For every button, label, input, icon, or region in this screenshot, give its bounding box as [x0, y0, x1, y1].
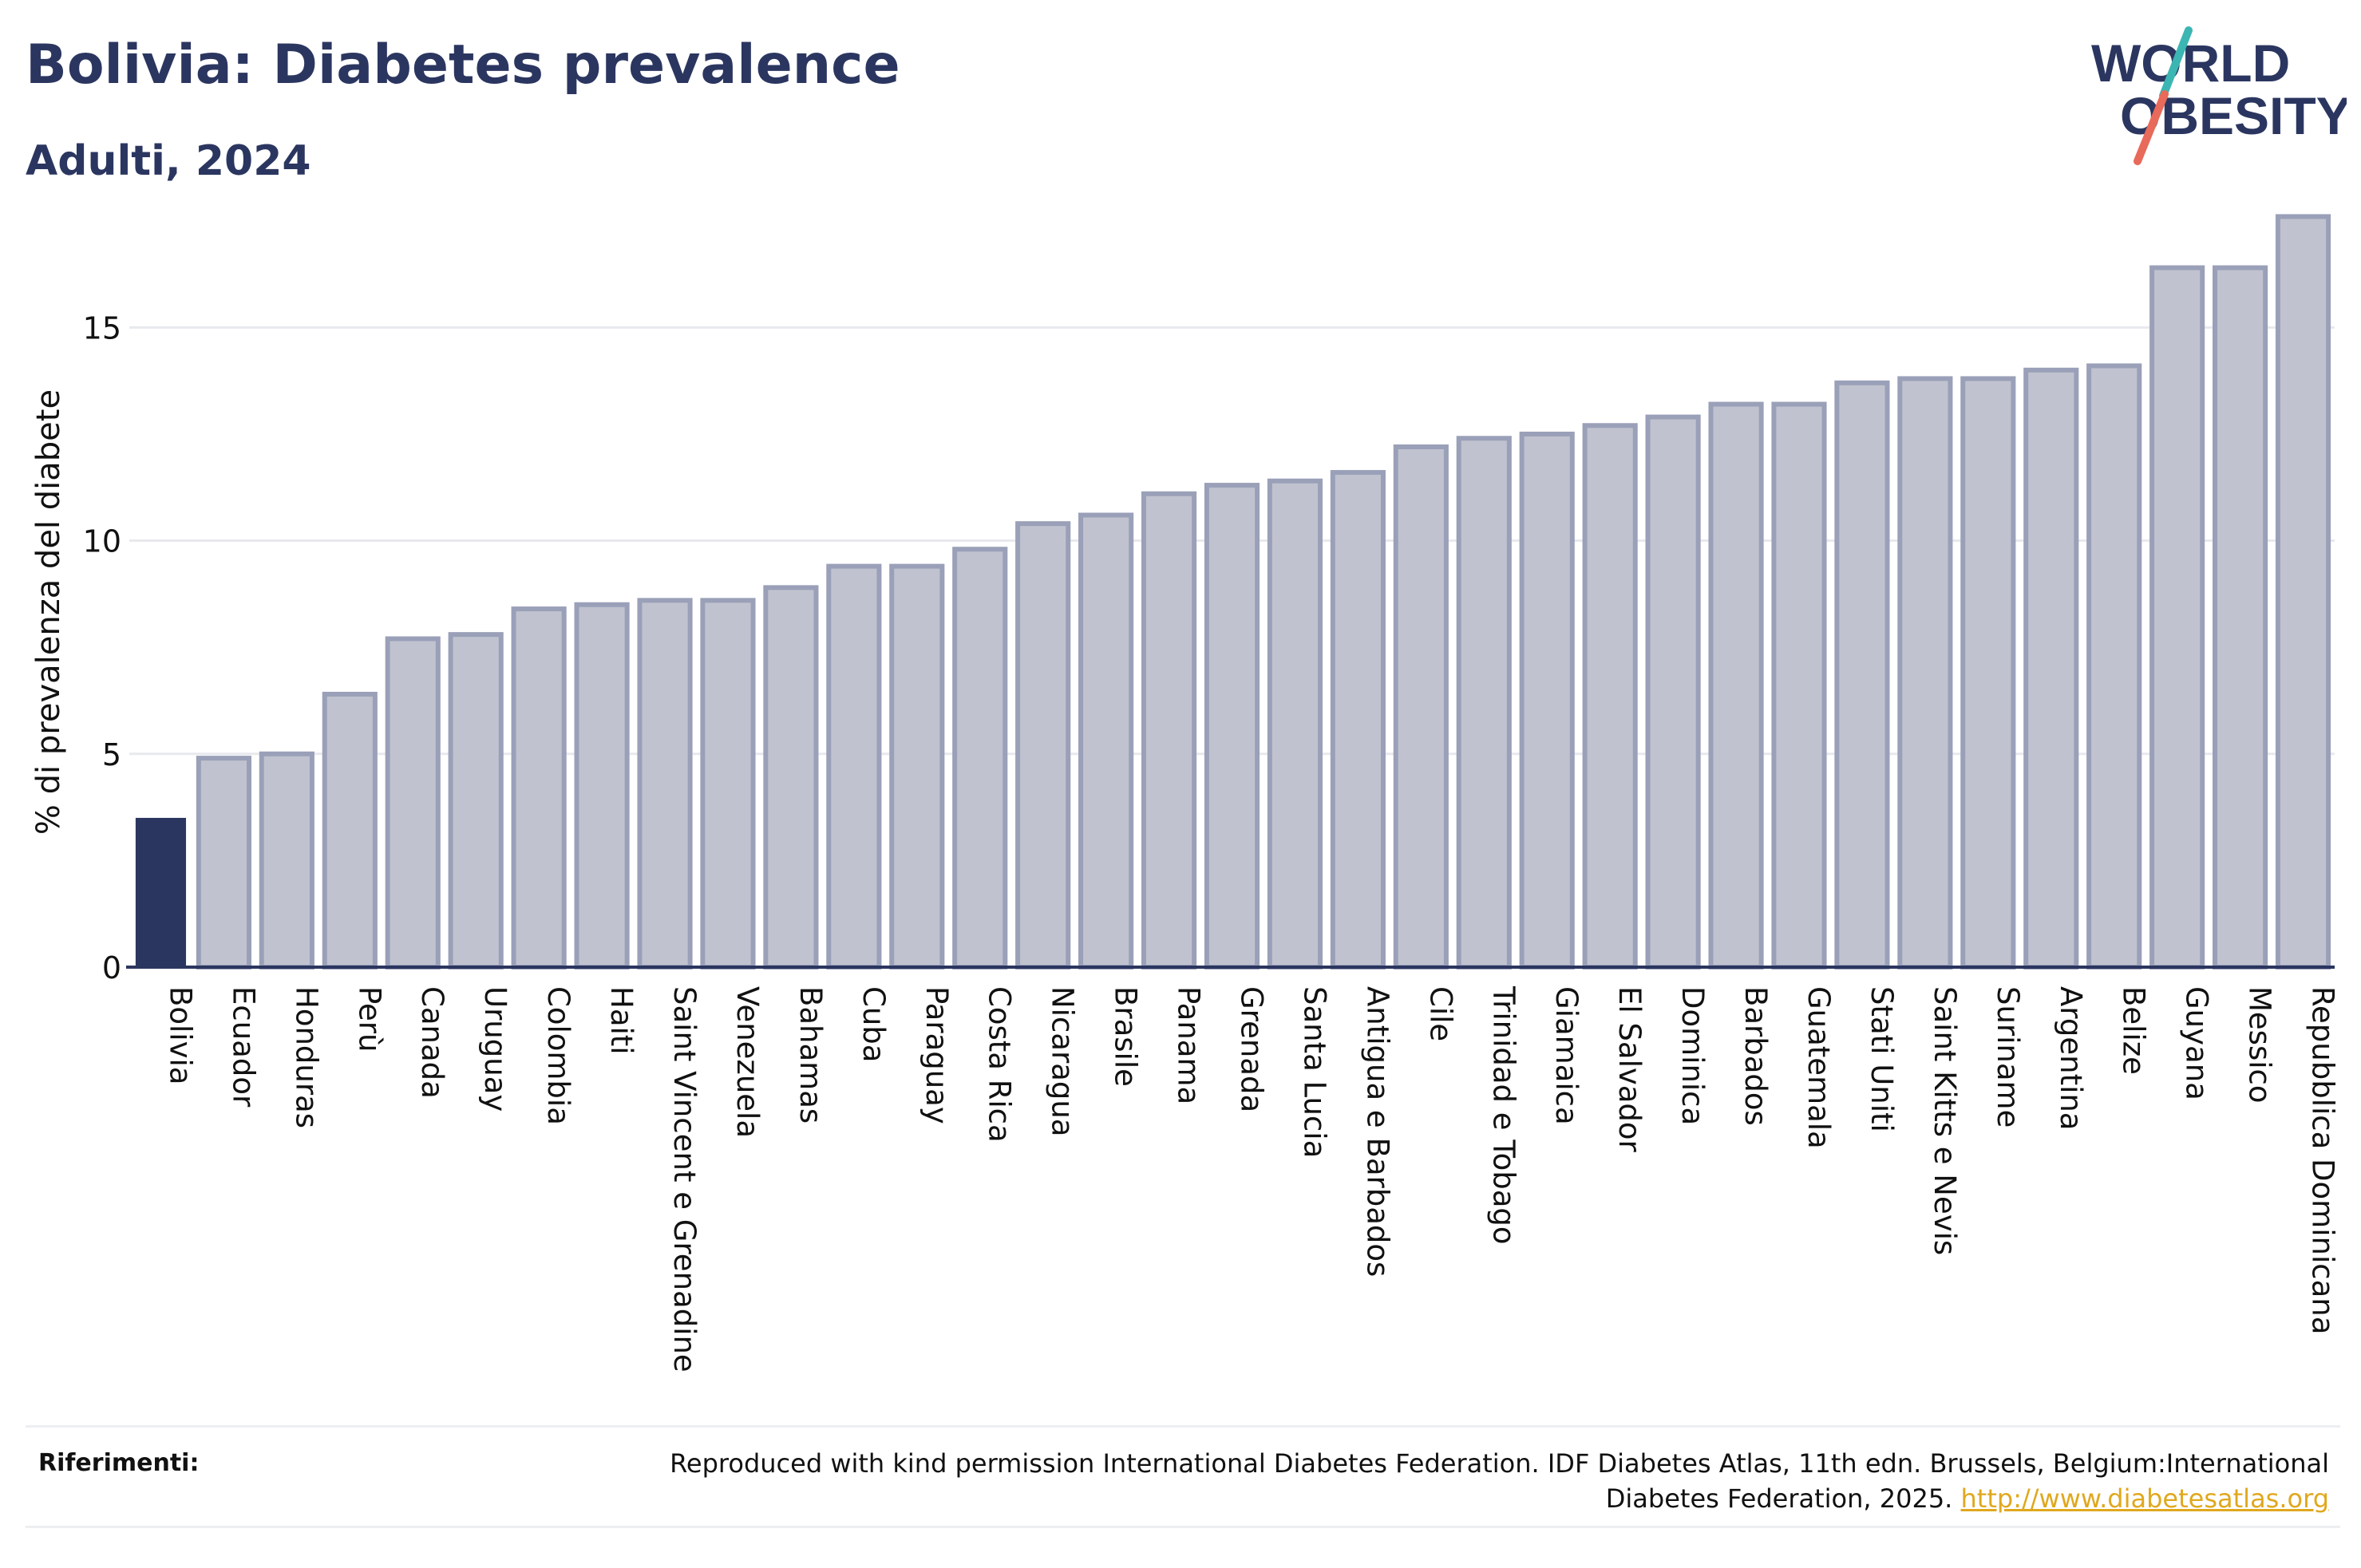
y-tick-label: 15 — [83, 310, 121, 346]
bar-el-salvador — [1582, 423, 1638, 970]
x-tick-label: Uruguay — [478, 986, 512, 1112]
chart-subtitle: Adulti, 2024 — [26, 137, 311, 185]
y-tick-label: 10 — [83, 524, 121, 559]
bar-paraguay — [889, 563, 945, 970]
x-tick-label: Nicaragua — [1046, 986, 1080, 1136]
logo-slash-teal — [2159, 26, 2193, 100]
x-tick-label: Cuba — [856, 986, 891, 1062]
bar-cile — [1393, 444, 1449, 970]
bar-argentina — [2023, 367, 2079, 970]
x-tick-label: Giamaica — [1549, 986, 1584, 1125]
references-label: Riferimenti: — [38, 1449, 200, 1477]
references-text: Reproduced with kind permission Internat… — [653, 1446, 2329, 1516]
y-tick-label: 0 — [102, 950, 121, 985]
x-tick-label: Ecuador — [226, 986, 260, 1108]
x-tick-label: Panama — [1172, 986, 1206, 1104]
bar-colombia — [511, 606, 567, 970]
bar-costa-rica — [952, 547, 1008, 970]
x-tick-label: Suriname — [1991, 986, 2025, 1128]
x-tick-label: Dominica — [1675, 986, 1710, 1125]
y-tick-label: 5 — [102, 737, 121, 772]
x-tick-label: Antigua e Barbados — [1360, 986, 1394, 1277]
references-body: Reproduced with kind permission Internat… — [670, 1448, 2329, 1514]
bar-repubblica-dominicana — [2275, 214, 2331, 970]
bar-venezuela — [700, 598, 756, 970]
x-tick-label: Colombia — [541, 986, 575, 1125]
x-tick-label: Bolivia — [163, 986, 197, 1084]
footer-divider-top — [26, 1425, 2340, 1428]
x-tick-label: Barbados — [1738, 986, 1773, 1126]
x-tick-label: Bahamas — [793, 986, 828, 1124]
tick-labels: 0 5 10 15 Bolivia Ecuador Honduras Perù Canada Ur… — [83, 310, 2340, 1372]
references-link[interactable]: http://www.diabetesatlas.org — [1960, 1483, 2329, 1514]
x-tick-label: Canada — [415, 986, 449, 1099]
bar-uruguay — [448, 632, 504, 970]
bar-suriname — [1960, 376, 2016, 970]
x-tick-label: Saint Vincent e Grenadine — [667, 986, 702, 1372]
bar-brasile — [1078, 512, 1134, 970]
bar-grenada — [1204, 483, 1260, 970]
logo-line1: WORLD — [2091, 34, 2290, 93]
x-tick-label: Venezuela — [730, 986, 765, 1138]
bar-stati-uniti — [1834, 380, 1890, 970]
bar-santa-lucia — [1267, 478, 1323, 970]
bar-guatemala — [1771, 401, 1827, 970]
bar-trinidad-e-tobago — [1456, 436, 1512, 970]
x-tick-label: El Salvador — [1612, 986, 1647, 1153]
x-tick-label: Guyana — [2180, 986, 2214, 1100]
bars — [135, 214, 2331, 970]
x-tick-label: Argentina — [2054, 986, 2088, 1130]
footer-divider-bottom — [26, 1526, 2340, 1528]
x-tick-label: Santa Lucia — [1297, 986, 1331, 1158]
bar-bolivia — [135, 817, 187, 967]
bar-belize — [2086, 363, 2142, 970]
x-tick-label: Trinidad e Tobago — [1486, 985, 1521, 1245]
bar-cuba — [826, 563, 882, 970]
bar-messico — [2213, 265, 2268, 970]
bar-antigua-e-barbados — [1330, 470, 1386, 970]
bar-panama — [1141, 491, 1197, 970]
chart-title: Bolivia: Diabetes prevalence — [26, 34, 900, 97]
bar-bahamas — [763, 585, 819, 970]
logo-slash-coral — [2134, 90, 2169, 165]
x-tick-label: Honduras — [289, 986, 323, 1128]
bar-guyana — [2149, 265, 2205, 970]
bar-per- — [322, 691, 378, 970]
bar-nicaragua — [1015, 521, 1071, 970]
x-tick-label: Costa Rica — [983, 986, 1017, 1143]
bar-canada — [385, 636, 441, 970]
x-tick-label: Belize — [2117, 986, 2151, 1075]
x-tick-label: Messico — [2243, 986, 2277, 1104]
world-obesity-logo: WORLD OBESITY — [2091, 26, 2347, 165]
x-tick-label: Guatemala — [1801, 986, 1836, 1149]
bar-saint-kitts-e-nevis — [1897, 376, 1953, 970]
x-tick-label: Brasile — [1109, 986, 1143, 1087]
x-tick-label: Haiti — [604, 986, 639, 1055]
x-tick-label: Saint Kitts e Nevis — [1928, 986, 1962, 1255]
bar-barbados — [1708, 401, 1764, 970]
bar-ecuador — [196, 756, 251, 970]
x-tick-label: Grenada — [1235, 986, 1269, 1112]
bar-dominica — [1645, 414, 1701, 970]
x-tick-label: Perù — [352, 986, 386, 1052]
bar-giamaica — [1519, 431, 1575, 970]
bar-haiti — [574, 602, 630, 970]
bar-saint-vincent-e-grenadine — [637, 598, 693, 970]
bar-chart: 0 5 10 15 Bolivia Ecuador Honduras Perù Canada Ur… — [30, 214, 2340, 1372]
x-tick-label: Stati Uniti — [1865, 986, 1899, 1132]
x-tick-label: Repubblica Dominicana — [2306, 986, 2340, 1334]
y-axis-label: % di prevalenza del diabete — [30, 389, 67, 835]
x-tick-label: Paraguay — [919, 986, 954, 1124]
x-tick-label: Cile — [1423, 986, 1457, 1041]
bar-honduras — [259, 751, 314, 970]
